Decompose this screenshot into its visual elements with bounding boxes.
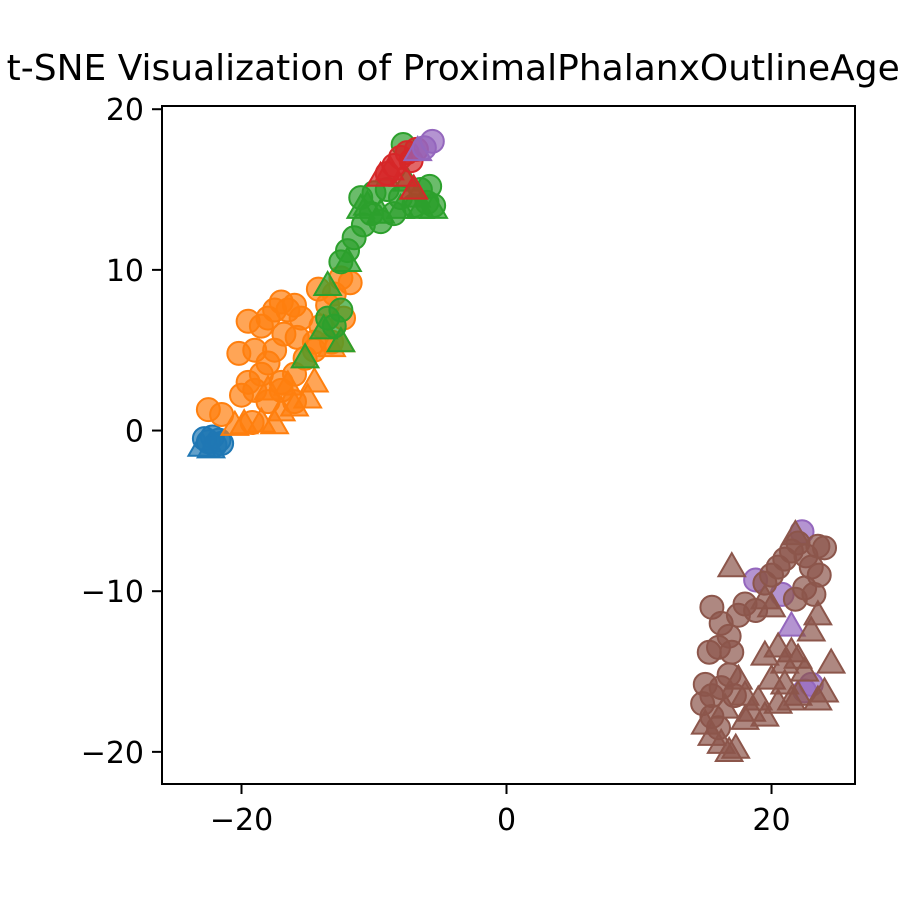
point-s11-9 [802, 599, 833, 626]
point-s11-2 [756, 591, 787, 618]
x-axis: −20 0 20 [210, 784, 791, 838]
point-s11-18 [809, 676, 840, 703]
point-s2-29 [337, 270, 363, 296]
y-tick-label-3: 10 [106, 254, 144, 289]
point-s11-10 [816, 647, 847, 674]
point-s10-8 [719, 639, 745, 665]
point-s3-7 [299, 366, 330, 393]
point-s5-3 [290, 342, 321, 369]
point-s11-31 [789, 655, 820, 682]
point-s1-1 [195, 432, 227, 459]
point-s2-33 [284, 324, 310, 350]
x-tick-label-0: −20 [210, 803, 273, 838]
scatter-points [186, 128, 847, 762]
point-s3-6 [292, 382, 323, 409]
point-s11-8 [796, 615, 827, 642]
chart-title: t-SNE Visualization of ProximalPhalanxOu… [7, 48, 900, 89]
point-s5-12 [345, 192, 376, 219]
y-tick-label-0: −20 [81, 736, 144, 771]
x-tick-label-1: 0 [497, 803, 516, 838]
point-s10-22 [801, 581, 827, 607]
point-s5-2 [325, 326, 356, 353]
point-s11-24 [749, 700, 780, 727]
point-s11-29 [710, 692, 741, 719]
point-s7-2 [398, 173, 429, 200]
point-s11-27 [723, 663, 754, 690]
x-tick-label-2: 20 [752, 803, 790, 838]
point-s9-0 [402, 134, 433, 162]
point-s3-3 [259, 408, 290, 435]
point-s11-11 [780, 518, 811, 546]
point-s11-22 [720, 732, 751, 759]
y-tick-label-2: 0 [125, 415, 144, 450]
point-s5-4 [332, 245, 363, 272]
point-s11-26 [776, 684, 807, 711]
point-s5-1 [308, 313, 339, 340]
y-axis: −20 −10 0 10 20 [81, 93, 162, 771]
point-s10-7 [696, 639, 722, 665]
point-s5-0 [312, 269, 343, 297]
point-s10-18 [812, 535, 838, 561]
point-s3-11 [272, 369, 303, 396]
point-s11-0 [716, 551, 747, 578]
y-tick-label-4: 20 [106, 93, 144, 128]
point-s7-3 [388, 160, 419, 187]
plot-area-frame [161, 105, 856, 785]
point-s11-30 [690, 708, 721, 735]
point-s9-1 [776, 610, 807, 637]
y-tick-label-1: −10 [81, 575, 144, 610]
